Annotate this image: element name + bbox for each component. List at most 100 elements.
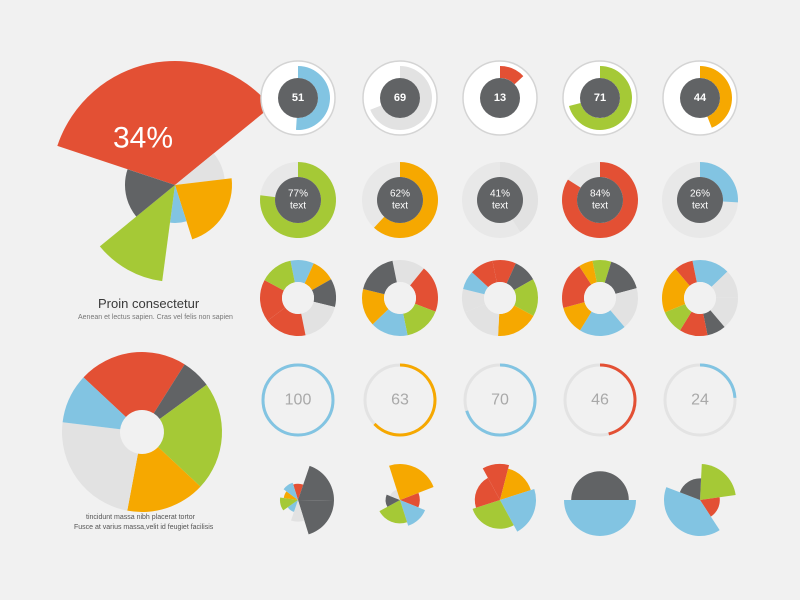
progress-ring-fill [599,363,637,436]
polar-pie-slice [389,489,400,500]
polar-chart-title: Proin consectetur [98,296,200,311]
multi-donut-slice [311,279,336,308]
percent-donut-sub-label: text [492,201,508,212]
polar-slice-6 [125,169,175,217]
multi-donut-slice [604,261,637,294]
percent-donut-center [577,177,623,223]
multi-donut-slice [472,260,497,288]
polar-slice-4 [169,185,187,223]
gauge-center-disc [580,78,620,118]
gauge-center-disc [680,78,720,118]
multi-donut-hole [584,282,616,314]
gauge-value-label: 69 [394,92,406,104]
polar-pie-slice [379,500,408,524]
polar-pie-slice [293,483,304,500]
percent-donut-arc [700,162,738,203]
percent-donut-arc [260,162,336,238]
polar-pie-slice [389,464,434,500]
percent-donut-value-label: 41% [490,189,510,200]
multi-donut-slice [290,260,314,284]
polar-main-percent-label: 34% [113,122,173,155]
donut-slice-6 [62,377,126,430]
polar-pie-slice [279,497,298,511]
multi-donut-slice [692,260,728,287]
gauge-value-label: 44 [694,92,707,104]
polar-chart-subtitle: Aenean et lectus sapien. Cras vel felis … [78,314,233,321]
multi-donut-slice [580,310,625,336]
multi-donut-slice [304,263,332,291]
polar-pie-slice [298,465,334,501]
percent-donut-value-label: 26% [690,189,710,200]
multi-donut-slice [492,260,516,284]
multi-donut-hole [484,282,516,314]
polar-pie-slice [700,464,736,500]
donut-slice-2 [153,364,207,420]
multi-donut-slice [680,311,708,337]
multi-donut-slice [662,269,690,313]
gauge-arc [700,66,732,128]
multi-donut-slice [664,304,692,331]
polar-pie-slice [474,477,500,508]
gauge-arc [569,66,632,131]
progress-ring-value-label: 70 [491,392,509,409]
multi-donut-slice [703,310,725,336]
progress-ring-fill [261,363,335,437]
gauge-value-label: 51 [292,92,304,104]
percent-donut-value-label: 62% [390,189,410,200]
polar-pie-slice [385,494,400,507]
multi-donut-slice [403,303,436,336]
polar-pie-slice [700,497,720,517]
multi-donut-slice [462,288,486,313]
gauge-center-disc [380,78,420,118]
donut-slice-5 [61,422,138,511]
gauge-center-disc [278,78,318,118]
multi-donut-hole [684,282,716,314]
gauge-arc [295,66,330,130]
percent-donut-value-label: 84% [590,189,610,200]
multi-donut-hole [384,282,416,314]
progress-ring-fill [373,363,437,437]
polar-pie-slice [283,482,298,500]
polar-slice-1 [57,61,272,185]
multi-donut-slice [563,302,592,331]
polar-pie-slice [283,491,298,500]
percent-donut-sub-label: text [592,201,608,212]
multi-donut-slice [363,260,397,295]
polar-pie-slice [564,499,636,536]
multi-donut-hole [282,282,314,314]
percent-donut-arc [561,162,638,238]
multi-donut-slice [463,272,489,295]
polar-pie-slice [400,492,420,508]
polar-slice-3 [175,178,232,240]
progress-ring-value-label: 63 [391,392,409,409]
percent-donut-center [377,177,423,223]
polar-pie-slice [663,487,720,537]
multi-donut-slice [498,305,534,336]
percent-donut-arc [500,162,538,233]
donut-chart-caption-line2: Fusce at varius massa,velit id feugiet f… [74,524,214,531]
multi-donut-slice [301,301,335,336]
percent-donut-value-label: 77% [288,189,308,200]
multi-donut-slice [711,271,738,298]
multi-donut-slice [675,260,697,286]
donut-slice-4 [127,447,201,512]
polar-pie-slice [571,471,629,501]
donut-slice-1 [83,351,185,417]
multi-donut-slice [464,304,500,336]
gauge-center-disc [480,78,520,118]
polar-pie-slice [500,468,531,500]
donut-slice-3 [158,384,223,487]
percent-donut-sub-label: text [692,201,708,212]
progress-ring-value-label: 100 [285,392,312,409]
polar-pie-slice [679,478,702,500]
progress-ring-fill [465,363,537,437]
gauge-value-label: 71 [594,92,606,104]
percent-donut-center [275,177,321,223]
multi-donut-slice [372,309,408,336]
gauge-value-label: 13 [494,92,506,104]
progress-ring-fill [699,363,737,398]
polar-pie-slice [291,500,305,522]
percent-donut-arc [373,162,438,238]
polar-pie-slice [287,500,298,512]
